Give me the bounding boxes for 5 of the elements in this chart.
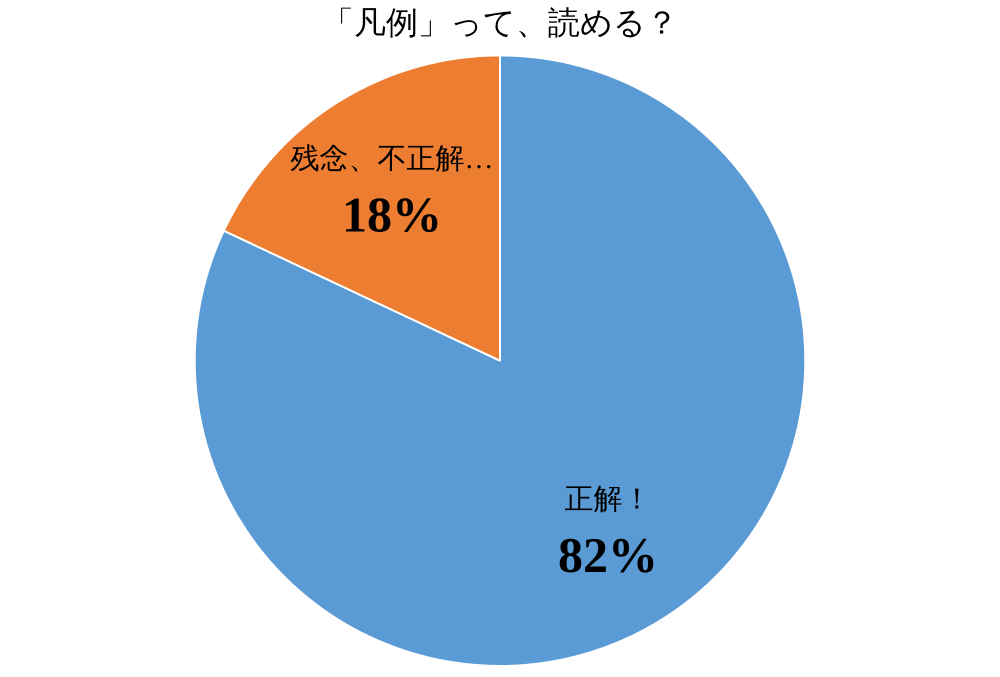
slice-label: 残念、不正解… bbox=[290, 143, 494, 176]
slice-label: 正解！ bbox=[564, 483, 652, 516]
chart-title: 「凡例」って、読める？ bbox=[322, 4, 678, 41]
data-label: 18% bbox=[342, 186, 442, 242]
data-label: 82% bbox=[558, 526, 658, 583]
